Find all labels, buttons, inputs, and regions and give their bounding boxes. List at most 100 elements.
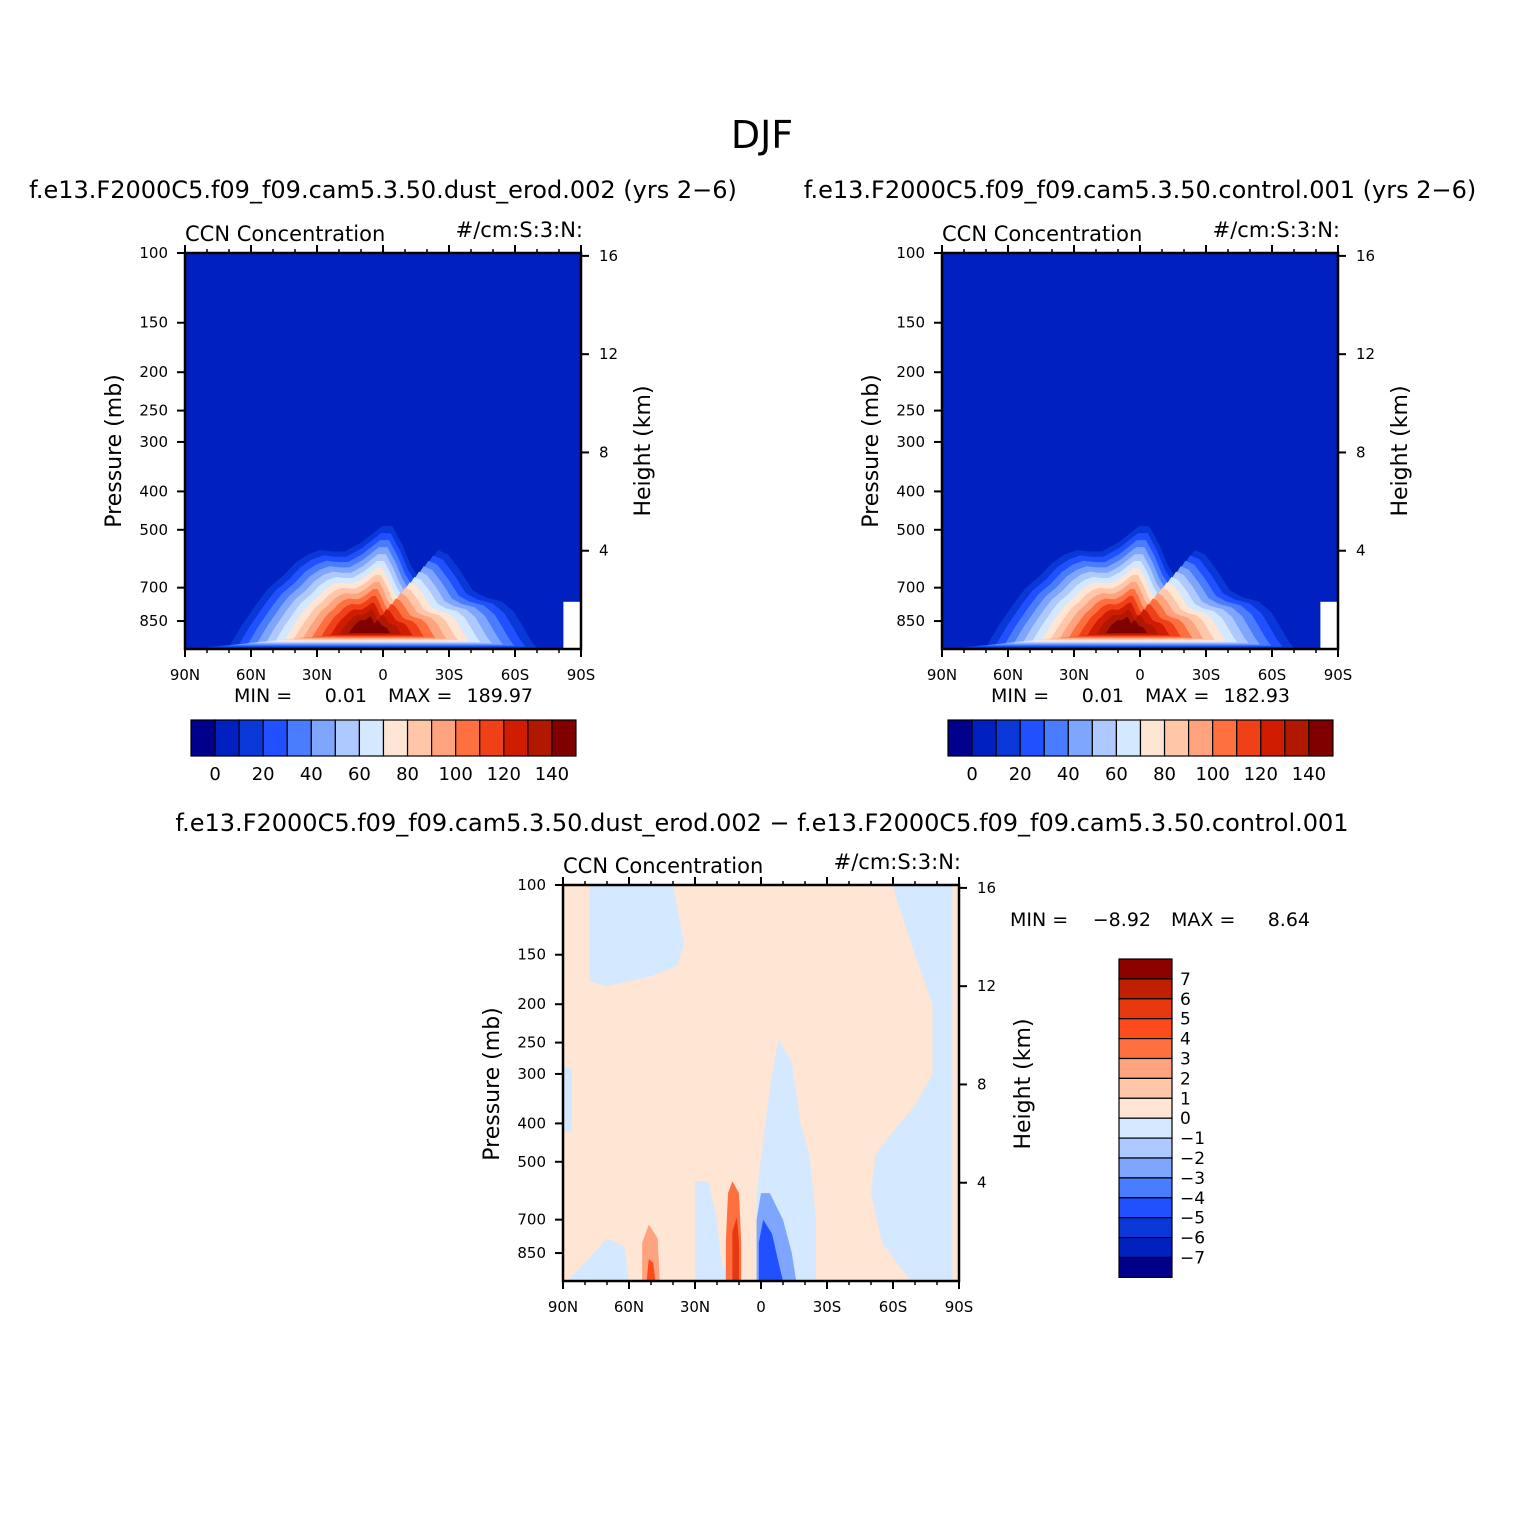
panel-2-colorbar: 0 20 40 60 80 100 120 140	[947, 719, 1334, 785]
x-tick-label: 60N	[993, 666, 1023, 684]
colorbar-box	[1019, 719, 1045, 757]
colorbar-box	[1118, 1236, 1173, 1259]
x-tick-label: 60S	[1258, 666, 1287, 684]
negative-region-low-left	[567, 1238, 629, 1281]
panel-1-plot-area	[185, 253, 581, 649]
y-tick-label: 100	[896, 244, 925, 262]
x-tick-label: 30N	[680, 1298, 710, 1316]
colorbar-box	[1308, 719, 1334, 757]
colorbar-box	[1139, 719, 1166, 757]
x-tick-label: 60S	[879, 1298, 908, 1316]
colorbar-label: −7	[1180, 1249, 1205, 1269]
colorbar-box	[1212, 719, 1238, 757]
panel-3-right-label: #/cm:S:3:N:	[834, 850, 961, 874]
colorbar-label: 6	[1180, 990, 1191, 1010]
x-tick-label: 0	[1135, 666, 1145, 684]
colorbar-label: 5	[1180, 1010, 1191, 1030]
panel-3-min-label: MIN =	[1010, 909, 1068, 931]
panel-3-plot-area	[563, 885, 959, 1281]
y-tick-label: 850	[896, 612, 925, 630]
panel-2-title: f.e13.F2000C5.f09_f09.cam5.3.50.control.…	[804, 176, 1477, 204]
y-tick-label: 200	[517, 995, 546, 1013]
colorbar-box	[190, 719, 216, 757]
panel-1-left-label: CCN Concentration	[185, 222, 385, 246]
colorbar-box	[1067, 719, 1093, 757]
colorbar-box	[1163, 719, 1190, 757]
colorbar-label: −6	[1180, 1229, 1205, 1249]
colorbar-box	[382, 719, 409, 757]
negative-region-left-edge	[563, 1068, 572, 1132]
panel-2: f.e13.F2000C5.f09_f09.cam5.3.50.control.…	[804, 176, 1477, 785]
panel-2-max-value: 182.93	[1224, 685, 1290, 707]
y-tick-label: 500	[896, 521, 925, 539]
colorbar-box	[455, 719, 481, 757]
colorbar-label: 120	[487, 764, 521, 785]
colorbar-label: 60	[1105, 764, 1128, 785]
x-tick-label: 90S	[567, 666, 596, 684]
colorbar-label: −3	[1180, 1169, 1205, 1189]
y-tick-label: 400	[896, 482, 925, 500]
colorbar-label: 100	[1195, 764, 1229, 785]
panel-3-max-value: 8.64	[1268, 909, 1310, 931]
colorbar-box	[1187, 719, 1214, 757]
negative-region-low-right	[919, 1206, 946, 1281]
y-tick-label: 700	[139, 579, 168, 597]
colorbar-label: 3	[1180, 1050, 1191, 1070]
negative-region-upper-right	[871, 885, 953, 1281]
colorbar-label: −2	[1180, 1149, 1205, 1169]
colorbar-box	[1260, 719, 1286, 757]
colorbar-label: 20	[252, 764, 275, 785]
positive-region-nh-midlat-core	[646, 1259, 656, 1281]
y-tick-label: 250	[517, 1034, 546, 1052]
y-tick-label: 500	[139, 521, 168, 539]
positive-region-nh-tropical-core	[732, 1217, 739, 1281]
panel-2-plot-area	[942, 253, 1338, 649]
panel-1: f.e13.F2000C5.f09_f09.cam5.3.50.dust_ero…	[29, 176, 737, 785]
missing-data-mask	[1320, 601, 1338, 649]
panel-1-ylabel: Pressure (mb)	[102, 374, 127, 528]
colorbar-box	[286, 719, 312, 757]
y-tick-label: 150	[517, 946, 546, 964]
y-right-tick-label: 4	[599, 542, 609, 560]
y-right-tick-label: 8	[1356, 443, 1366, 461]
negative-region-sh-strong	[758, 1219, 783, 1281]
panel-3-left-label: CCN Concentration	[563, 854, 763, 878]
panel-2-right-label: #/cm:S:3:N:	[1213, 218, 1340, 242]
y-tick-label: 850	[139, 612, 168, 630]
x-tick-label: 90N	[170, 666, 200, 684]
colorbar-label: 4	[1180, 1030, 1191, 1050]
y-right-tick-label: 12	[977, 977, 996, 995]
panel-3-ylabel: Pressure (mb)	[480, 1007, 505, 1161]
colorbar-box	[1118, 1177, 1173, 1199]
colorbar-label: 80	[396, 764, 419, 785]
panel-3-min-value: −8.92	[1093, 909, 1151, 931]
panel-2-ylabel: Pressure (mb)	[859, 374, 884, 528]
colorbar-label: 60	[348, 764, 371, 785]
panel-1-min-label: MIN =	[234, 685, 292, 707]
panel-3: f.e13.F2000C5.f09_f09.cam5.3.50.dust_ero…	[175, 809, 1348, 1316]
panel-1-ylabel-right: Height (km)	[631, 385, 656, 516]
y-tick-label: 500	[517, 1153, 546, 1171]
panel-2-axes: 90N 60N 30N 0 30S 60S 90S 100 150 200 250 300 400 500…	[896, 244, 1375, 684]
y-tick-label: 850	[517, 1244, 546, 1262]
colorbar-box	[1118, 1256, 1173, 1278]
panel-1-min-value: 0.01	[325, 685, 367, 707]
colorbar-box	[1043, 719, 1069, 757]
contour-level	[344, 616, 391, 634]
panel-1-axes: 90N 60N 30N 0 30S 60S 90S 100 150 200 250 300 400 500…	[139, 244, 618, 684]
y-right-tick-label: 16	[599, 247, 618, 265]
panel-2-min-value: 0.01	[1082, 685, 1124, 707]
y-tick-label: 200	[139, 363, 168, 381]
colorbar-box	[1118, 1117, 1173, 1139]
colorbar-box	[238, 719, 264, 757]
colorbar-label: 80	[1153, 764, 1176, 785]
panel-1-right-label: #/cm:S:3:N:	[456, 218, 583, 242]
colorbar-label: 0	[966, 764, 977, 785]
colorbar-box	[214, 719, 240, 757]
y-tick-label: 150	[139, 314, 168, 332]
y-tick-label: 400	[139, 482, 168, 500]
y-tick-label: 100	[139, 244, 168, 262]
colorbar-box	[527, 719, 553, 757]
y-tick-label: 100	[517, 876, 546, 894]
panel-1-max-value: 189.97	[467, 685, 533, 707]
